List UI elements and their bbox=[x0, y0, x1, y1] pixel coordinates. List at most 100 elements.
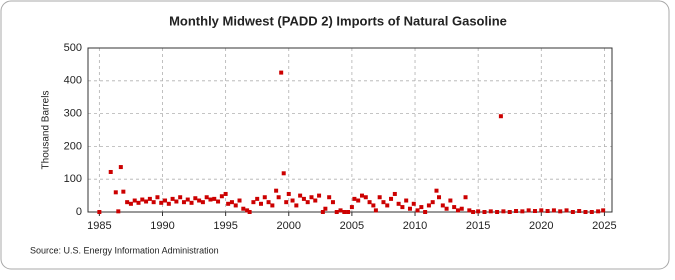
point bbox=[197, 198, 202, 203]
point bbox=[301, 196, 306, 201]
point bbox=[373, 208, 378, 213]
point bbox=[233, 203, 238, 208]
point bbox=[189, 200, 194, 205]
point bbox=[407, 206, 412, 211]
point bbox=[514, 209, 519, 214]
x-tick-label: 2005 bbox=[340, 220, 364, 232]
point bbox=[338, 208, 343, 213]
point bbox=[185, 197, 190, 202]
point bbox=[444, 206, 449, 211]
point bbox=[140, 197, 145, 202]
point bbox=[381, 200, 386, 205]
point bbox=[440, 203, 445, 208]
point bbox=[132, 198, 137, 203]
point bbox=[281, 171, 286, 176]
point bbox=[208, 197, 213, 202]
point bbox=[520, 209, 525, 214]
point bbox=[144, 199, 149, 204]
point bbox=[136, 200, 141, 205]
point bbox=[313, 198, 318, 203]
point bbox=[346, 210, 351, 214]
point bbox=[178, 195, 183, 200]
x-tick-label: 1985 bbox=[87, 220, 111, 232]
point bbox=[419, 205, 424, 210]
point bbox=[596, 209, 601, 214]
point bbox=[298, 193, 303, 198]
point bbox=[223, 191, 228, 196]
point bbox=[411, 201, 416, 206]
point bbox=[258, 201, 263, 206]
point bbox=[526, 208, 531, 213]
y-tick-label: 500 bbox=[64, 42, 82, 54]
point bbox=[237, 198, 242, 203]
point bbox=[219, 194, 224, 199]
point bbox=[125, 200, 130, 205]
point bbox=[589, 210, 594, 214]
point bbox=[330, 200, 335, 205]
point bbox=[501, 209, 506, 214]
point bbox=[193, 196, 198, 201]
point bbox=[423, 210, 428, 214]
point bbox=[558, 209, 563, 214]
point bbox=[320, 210, 325, 214]
point bbox=[601, 208, 606, 213]
point bbox=[309, 195, 314, 200]
point bbox=[305, 200, 310, 205]
point bbox=[118, 165, 123, 170]
point bbox=[570, 210, 575, 214]
point bbox=[262, 195, 267, 200]
point bbox=[290, 198, 295, 203]
point bbox=[147, 196, 152, 201]
point bbox=[323, 206, 328, 211]
point bbox=[437, 195, 442, 200]
point bbox=[245, 208, 250, 213]
point bbox=[247, 210, 252, 214]
x-tick-label: 1990 bbox=[150, 220, 174, 232]
point bbox=[128, 201, 133, 206]
point bbox=[229, 200, 234, 205]
y-tick-label: 400 bbox=[64, 75, 82, 87]
point bbox=[577, 209, 582, 214]
point bbox=[430, 200, 435, 205]
x-tick-label: 2025 bbox=[592, 220, 616, 232]
x-tick-label: 2020 bbox=[529, 220, 553, 232]
point bbox=[392, 191, 397, 196]
point bbox=[266, 200, 271, 205]
point bbox=[317, 193, 322, 198]
point bbox=[467, 208, 472, 213]
point bbox=[539, 208, 544, 213]
point bbox=[488, 209, 493, 214]
point bbox=[507, 210, 512, 214]
y-tick-label: 100 bbox=[64, 173, 82, 185]
point bbox=[251, 200, 256, 205]
point bbox=[286, 191, 291, 196]
point bbox=[385, 203, 390, 208]
point bbox=[448, 198, 453, 203]
point bbox=[159, 200, 164, 205]
point bbox=[241, 206, 246, 211]
x-tick-label: 1995 bbox=[213, 220, 237, 232]
point bbox=[455, 208, 460, 213]
point bbox=[155, 195, 160, 200]
point bbox=[181, 200, 186, 205]
point bbox=[327, 195, 332, 200]
point bbox=[459, 206, 464, 211]
point bbox=[284, 200, 289, 205]
point bbox=[476, 209, 481, 214]
point bbox=[255, 196, 260, 201]
y-tick-label: 0 bbox=[76, 206, 82, 218]
point bbox=[121, 189, 126, 194]
point bbox=[212, 196, 217, 201]
point bbox=[174, 199, 179, 204]
point bbox=[204, 195, 209, 200]
point bbox=[495, 210, 500, 214]
point bbox=[482, 210, 487, 214]
chart-title: Monthly Midwest (PADD 2) Imports of Natu… bbox=[169, 13, 507, 28]
point bbox=[356, 198, 361, 203]
point bbox=[163, 198, 168, 203]
point bbox=[415, 208, 420, 213]
point bbox=[276, 195, 281, 200]
point bbox=[342, 210, 347, 214]
